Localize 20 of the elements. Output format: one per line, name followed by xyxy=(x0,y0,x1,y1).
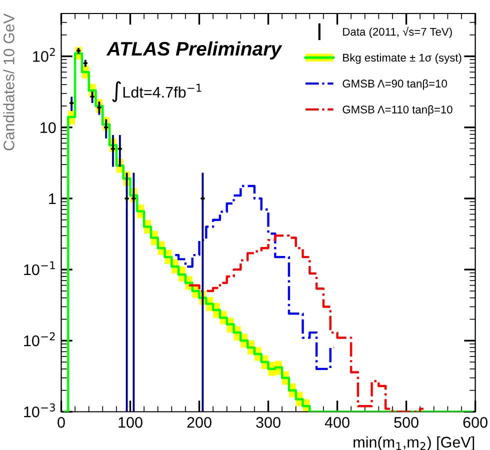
y-tick-label: 10$^{−3}$ xyxy=(24,403,55,418)
legend-label: GMSB Λ=90 tanβ=10 xyxy=(342,79,447,90)
x-tick-label: 300 xyxy=(256,417,280,428)
y-axis-title: Candidates/ 10 GeV xyxy=(3,14,14,150)
y-tick-label: 1 xyxy=(49,194,56,204)
y-tick-label: 10$^{−2}$ xyxy=(24,332,55,346)
x-tick-label: 400 xyxy=(324,417,350,428)
x-tick-label: 100 xyxy=(118,417,142,428)
legend-label: GMSB Λ=110 tanβ=10 xyxy=(342,105,452,116)
x-tick-label: 0 xyxy=(58,417,65,428)
legend-label: Bkg estimate ± 1σ (syst) xyxy=(343,53,462,64)
legend-label: Data (2011, √s=7 TeV) xyxy=(343,26,452,38)
x-tick-label: 600 xyxy=(463,417,488,428)
y-tick-label: 10$^{−1}$ xyxy=(24,261,55,276)
annotation: ATLAS Preliminary xyxy=(106,41,282,60)
y-tick-label: 10 xyxy=(40,122,56,134)
x-tick-label: 500 xyxy=(394,417,418,428)
annotation: ∫Ldt=4.7fb$^{−1}$ xyxy=(112,81,202,102)
x-tick-label: 200 xyxy=(187,417,212,428)
y-tick-label: 10$^{2}$ xyxy=(33,48,55,62)
